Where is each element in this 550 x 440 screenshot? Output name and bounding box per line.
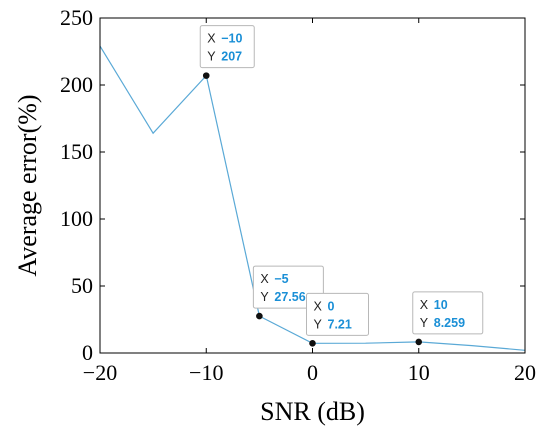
datatip-marker: [256, 312, 263, 320]
datatip-marker: [309, 340, 316, 347]
datatip-x-value: 10: [434, 298, 448, 312]
datatip-box: [199, 25, 255, 69]
y-tick-label: 250: [60, 5, 93, 30]
x-tick-label: −20: [83, 360, 117, 385]
datatip-y-value: 8.259: [434, 316, 465, 330]
y-tick-label: 100: [60, 206, 93, 231]
y-tick-label: 200: [60, 72, 93, 97]
datatip-y-key: Y: [207, 50, 216, 64]
datatip: X −10 Y 207: [199, 25, 255, 79]
datatip-y-key: Y: [420, 316, 429, 330]
y-tick-label: 0: [82, 340, 93, 365]
x-axis-title: SNR (dB): [260, 397, 365, 426]
y-tick-label: 50: [71, 273, 93, 298]
datatip-y-value: 207: [221, 50, 242, 64]
datatip-y-key: Y: [260, 290, 269, 304]
datatip-x-key: X: [260, 272, 269, 286]
datatip-x-value: −5: [274, 272, 288, 286]
datatip-x-key: X: [207, 32, 216, 46]
datatip-x-value: −10: [221, 32, 242, 46]
datatip-marker: [415, 338, 423, 346]
x-tick-label: 10: [408, 360, 430, 385]
datatip-y-value: 27.56: [274, 290, 305, 304]
datatip-x-value: 0: [328, 299, 335, 313]
datatip-x-key: X: [314, 299, 323, 313]
datatip-box: [306, 292, 369, 336]
datatip-marker: [202, 72, 210, 79]
datatip-box: [252, 265, 324, 309]
x-tick-label: 0: [307, 360, 318, 385]
datatip: X 0Y 7.21: [306, 292, 369, 347]
datatip-y-key: Y: [314, 317, 323, 331]
datatip-box: [412, 291, 484, 335]
y-axis-title: Average error(%): [13, 94, 42, 276]
datatip-x-key: X: [420, 298, 429, 312]
datatip: X −5 Y 27.56: [252, 265, 324, 320]
y-tick-label: 150: [60, 139, 93, 164]
datatip-y-value: 7.21: [328, 317, 352, 331]
x-tick-label: −10: [189, 360, 223, 385]
datatip: X 10 Y 8.259: [412, 291, 484, 346]
x-tick-label: 20: [514, 360, 536, 385]
